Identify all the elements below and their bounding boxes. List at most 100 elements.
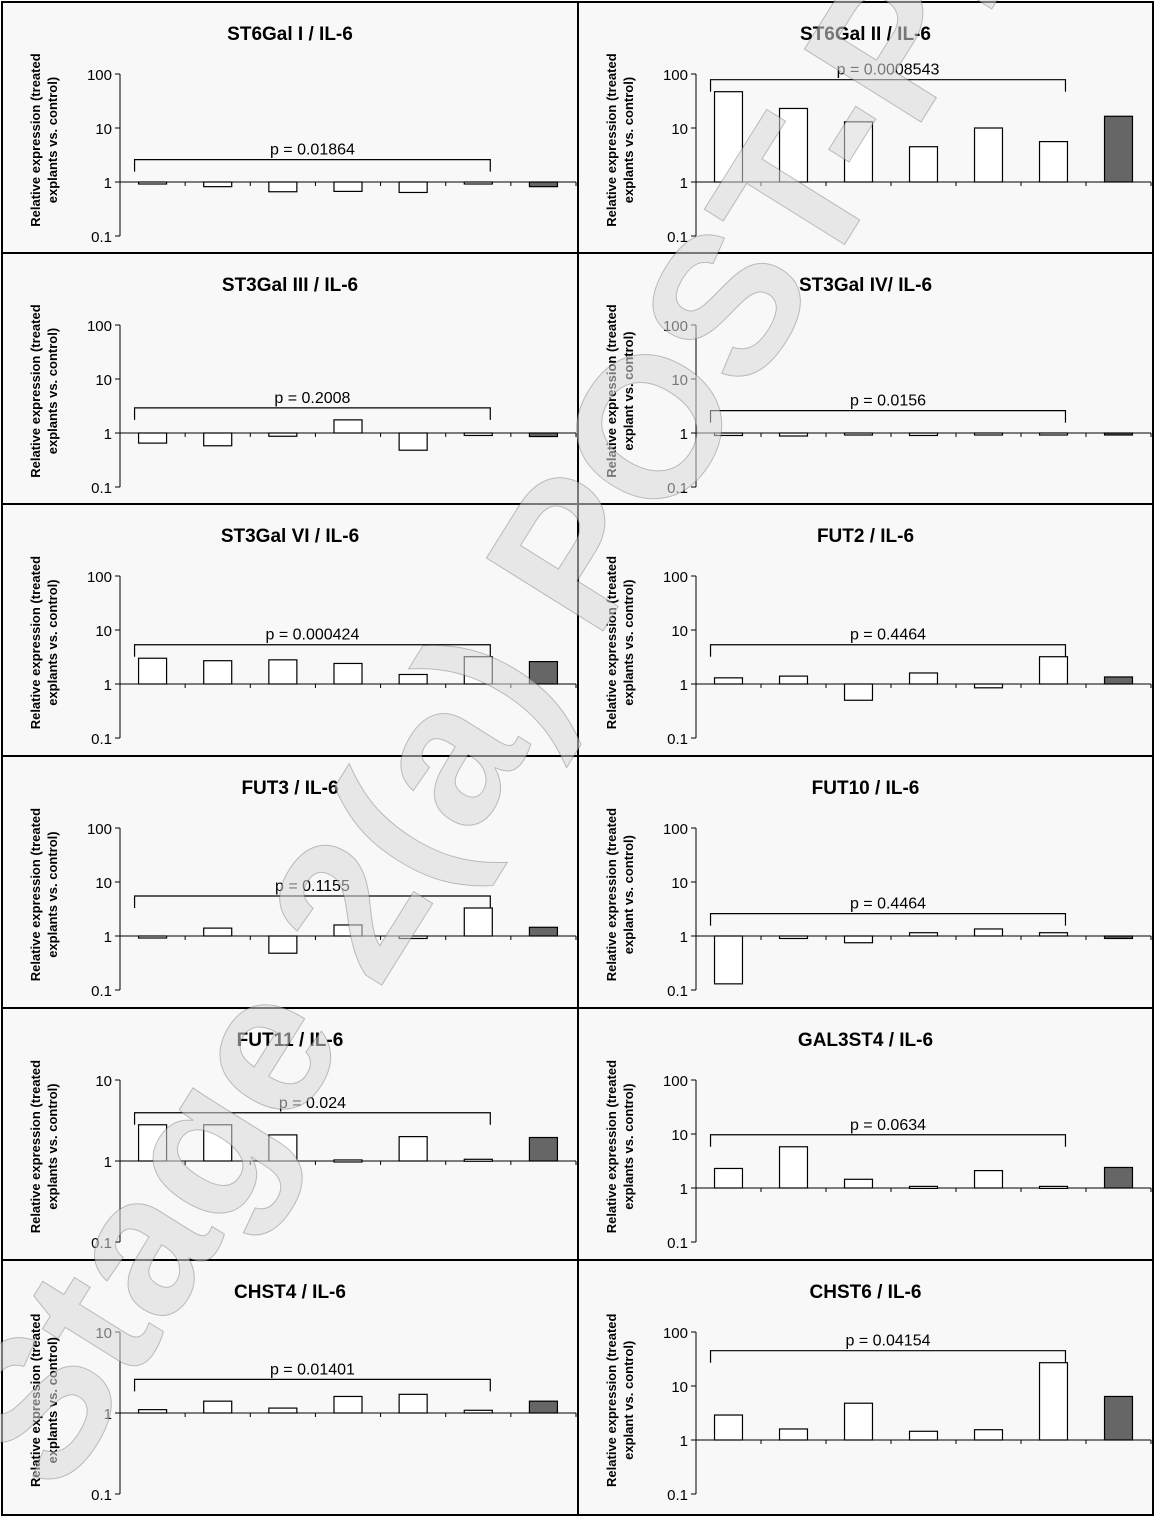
y-tick-label: 100 [663, 1325, 688, 1342]
p-value-label: p = 0.0156 [850, 393, 926, 410]
y-tick-label: 1 [104, 677, 112, 694]
bar [463, 1158, 493, 1162]
y-tick-label: 0.1 [667, 731, 688, 748]
bar-filled [528, 181, 559, 188]
p-value-label: p = 0.01401 [270, 1361, 355, 1378]
y-tick-label: 10 [95, 623, 112, 640]
y-tick-label: 10 [95, 875, 112, 892]
chart-panel: FUT11 / IL-6 Relative expression (treated… [1, 1007, 579, 1261]
chart-title: GAL3ST4 / IL-6 [798, 1030, 933, 1051]
chart-title: CHST6 / IL-6 [810, 1282, 922, 1303]
bar [268, 181, 298, 193]
bar-filled [1103, 1166, 1134, 1189]
y-tick-label: 1 [104, 426, 112, 443]
y-axis-label: Relative expression (treated explants vs.… [28, 304, 60, 477]
chart-title: CHST4 / IL-6 [234, 1282, 346, 1303]
bar [713, 91, 744, 183]
bar [778, 432, 809, 437]
y-tick-label: 0.1 [667, 983, 688, 1000]
bar [137, 935, 168, 939]
bar [778, 935, 809, 940]
bar [908, 1430, 939, 1441]
bar [398, 1136, 428, 1162]
y-tick-label: 100 [87, 318, 112, 335]
y-tick-label: 10 [95, 1325, 112, 1342]
y-tick-label: 10 [95, 1073, 112, 1090]
bar [398, 1393, 428, 1414]
bar [333, 181, 363, 192]
significance-bracket [133, 407, 491, 420]
p-value-label: p = 0.0634 [850, 1117, 926, 1134]
y-tick-label: 0.1 [667, 1487, 688, 1504]
bar [463, 656, 493, 685]
chart-title: FUT2 / IL-6 [817, 526, 914, 547]
bar [137, 181, 168, 185]
panel-background [2, 2, 578, 253]
p-value-label: p = 0.04154 [846, 1333, 931, 1350]
chart-title: ST3Gal III / IL-6 [222, 275, 358, 296]
y-tick-label: 1 [104, 1154, 112, 1171]
bar [1038, 656, 1069, 685]
bar [778, 675, 809, 685]
bar-filled [528, 1400, 559, 1414]
bar-filled [528, 432, 559, 438]
bar [268, 1407, 298, 1414]
panel-background [2, 504, 578, 756]
significance-bracket [133, 895, 491, 908]
y-axis-label: Relative expression (treated explants vs.… [604, 556, 636, 729]
y-tick-label: 100 [663, 318, 688, 335]
bar [398, 432, 428, 451]
y-tick-label: 10 [95, 372, 112, 389]
y-tick-label: 1 [680, 1181, 688, 1198]
bar [1038, 932, 1069, 937]
bar [843, 1402, 874, 1441]
bar-filled [528, 660, 559, 685]
y-tick-label: 0.1 [667, 229, 688, 246]
bar [463, 181, 493, 185]
bar [333, 1395, 363, 1414]
bar-filled [528, 926, 559, 937]
bar [973, 1170, 1004, 1189]
y-tick-label: 1 [680, 175, 688, 192]
chart-title: ST3Gal VI / IL-6 [221, 526, 359, 547]
chart-panel: CHST4 / IL-6 Relative expression (treated… [1, 1259, 579, 1516]
y-tick-label: 0.1 [91, 731, 112, 748]
y-axis-label: Relative expression (treated explants vs.… [28, 1313, 60, 1486]
bar [203, 432, 233, 447]
chart-title: FUT10 / IL-6 [812, 778, 920, 799]
p-value-label: p = 0.0008543 [837, 62, 940, 79]
bar [333, 419, 363, 434]
y-tick-label: 0.1 [91, 480, 112, 497]
bar [843, 121, 874, 183]
y-tick-label: 0.1 [667, 1235, 688, 1252]
significance-bracket [133, 644, 491, 657]
y-tick-label: 10 [671, 875, 688, 892]
significance-bracket [133, 1112, 491, 1125]
panel-background [578, 253, 1153, 504]
y-tick-label: 10 [671, 623, 688, 640]
significance-bracket [709, 79, 1067, 92]
y-tick-label: 1 [680, 426, 688, 443]
bar [973, 432, 1004, 436]
bar [713, 677, 744, 685]
chart-title: ST6Gal II / IL-6 [800, 24, 931, 45]
y-tick-label: 10 [671, 1127, 688, 1144]
y-tick-label: 100 [87, 821, 112, 838]
panel-background [2, 1260, 578, 1515]
bar [973, 127, 1004, 183]
y-tick-label: 1 [680, 677, 688, 694]
panel-background [578, 1008, 1153, 1260]
chart-panel: ST3Gal VI / IL-6 Relative expression (tre… [1, 503, 579, 757]
y-tick-label: 100 [663, 569, 688, 586]
bar [908, 146, 939, 183]
y-axis-label: Relative expression (treated explants vs.… [604, 1060, 636, 1233]
y-tick-label: 0.1 [91, 229, 112, 246]
y-tick-label: 100 [663, 67, 688, 84]
bar [203, 181, 233, 188]
significance-bracket [709, 1350, 1067, 1363]
bar [333, 1159, 363, 1163]
bar [778, 107, 809, 183]
panel-background [2, 1008, 578, 1260]
bar [398, 935, 428, 940]
